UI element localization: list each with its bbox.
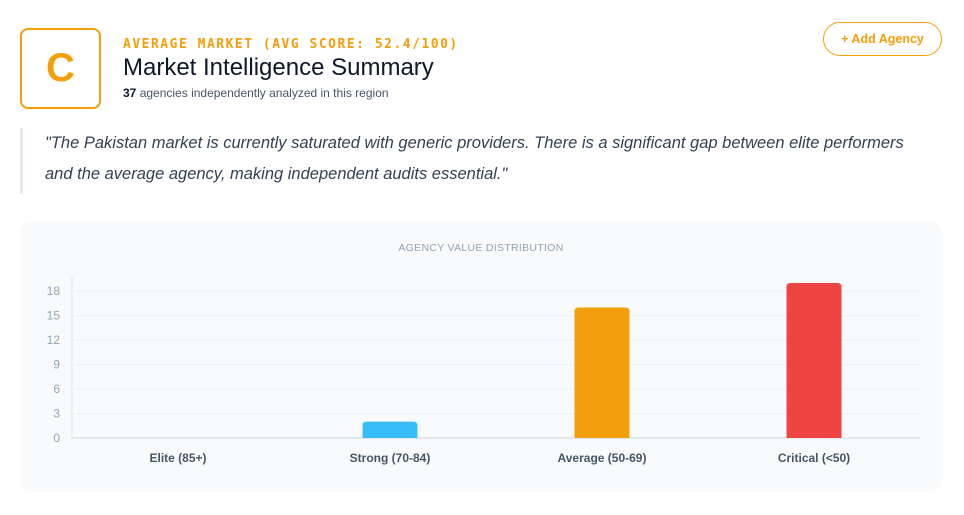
y-tick-label: 18 xyxy=(47,284,61,298)
x-category-label: Average (50-69) xyxy=(558,451,647,465)
y-tick-label: 9 xyxy=(53,358,60,372)
distribution-chart: 0 3 6 9 12 15 18 Elite (85+) Strong (70-84) Avera… xyxy=(47,277,920,465)
y-tick-label: 3 xyxy=(53,407,60,421)
chart-panel: AGENCY VALUE DISTRIBUTION 0 3 6 9 12 15 18 Elit… xyxy=(20,221,942,492)
agency-count-text: 37 agencies independently analyzed in th… xyxy=(123,84,459,102)
agency-count-suffix: agencies independently analyzed in this … xyxy=(136,86,389,100)
chart-title: AGENCY VALUE DISTRIBUTION xyxy=(398,242,564,254)
y-tick-label: 6 xyxy=(53,382,60,396)
x-category-label: Strong (70-84) xyxy=(350,451,431,465)
bar-average xyxy=(574,307,630,438)
grade-badge: C xyxy=(20,28,101,109)
agency-count: 37 xyxy=(123,86,137,100)
y-tick-label: 0 xyxy=(53,431,60,445)
y-tick-label: 12 xyxy=(47,333,61,347)
market-rating-label: AVERAGE MARKET (AVG SCORE: 52.4/100) xyxy=(123,37,459,52)
bar-strong xyxy=(362,421,418,438)
grade-letter: C xyxy=(46,46,75,90)
y-tick-label: 15 xyxy=(47,309,61,323)
add-agency-button[interactable]: + Add Agency xyxy=(823,22,942,56)
bar-critical xyxy=(786,283,842,438)
market-summary-quote: "The Pakistan market is currently satura… xyxy=(20,128,920,194)
x-category-label: Critical (<50) xyxy=(778,451,850,465)
x-category-label: Elite (85+) xyxy=(149,451,206,465)
page-title: Market Intelligence Summary xyxy=(123,54,434,81)
header: AVERAGE MARKET (AVG SCORE: 52.4/100) Mar… xyxy=(123,37,459,102)
